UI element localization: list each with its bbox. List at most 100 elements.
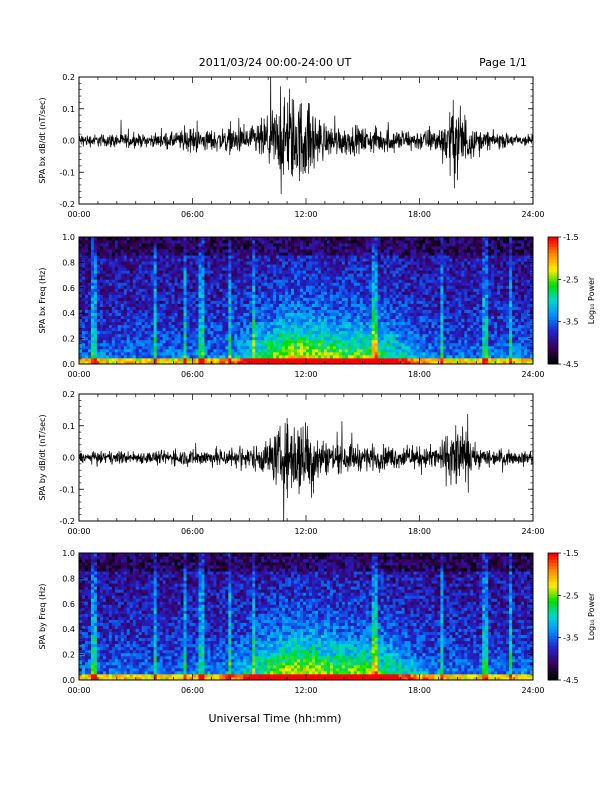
spectrogram-cell [326, 351, 331, 356]
spectrogram-cell [135, 258, 140, 262]
spectrogram-cell [123, 324, 128, 329]
spectrogram-cell [90, 315, 95, 320]
spectrogram-cell [159, 267, 164, 271]
spectrogram-cell [329, 309, 334, 313]
spectrogram-cell [132, 291, 137, 295]
spectrogram-cell [410, 339, 414, 344]
spectrogram-cell [416, 345, 420, 350]
spectrogram-cell [261, 288, 265, 292]
spectrogram-cell [401, 276, 405, 280]
spectrogram-cell [401, 333, 405, 338]
spectrogram-cell [225, 333, 229, 338]
spectrogram-cell [177, 333, 181, 338]
spectrogram-cell [267, 282, 271, 286]
spectrogram-cell [201, 327, 205, 332]
spectrogram-cell [276, 342, 280, 347]
spectrogram-cell [168, 339, 172, 344]
spectrogram-cell [168, 345, 172, 350]
spectrogram-cell [317, 279, 322, 283]
spectrogram-cell [317, 300, 322, 304]
spectrogram-cell [228, 294, 232, 298]
spectrogram-cell [165, 288, 170, 292]
spectrogram-cell [216, 318, 220, 323]
spectrogram-cell [147, 360, 152, 365]
spectrogram-cell [207, 348, 211, 353]
spectrogram-cell [111, 330, 116, 335]
spectrogram-cell [171, 324, 175, 329]
spectrogram-cell [183, 339, 187, 344]
spectrogram-cell [407, 240, 411, 244]
spectrogram-cell [120, 342, 125, 347]
spectrogram-cell [99, 300, 104, 304]
spectrogram-cell [204, 255, 208, 259]
spectrogram-cell [123, 288, 128, 292]
spectrogram-cell [261, 258, 265, 262]
spectrogram-cell [90, 270, 95, 274]
spectrogram-cell [356, 354, 361, 359]
spectrogram-cell [386, 327, 391, 332]
spectrogram-cell [87, 360, 92, 365]
spectrogram-cell [225, 237, 229, 241]
spectrogram-cell [177, 249, 181, 253]
spectrogram-cell [150, 348, 155, 353]
spectrogram-cell [303, 282, 307, 286]
spectrogram-cell [228, 255, 232, 259]
spectrogram-cell [398, 330, 402, 335]
spectrogram-cell [401, 249, 405, 253]
spectrogram-cell [383, 306, 388, 310]
spectrogram-cell [150, 237, 155, 241]
spectrogram-cell [162, 240, 167, 244]
spectrogram-cell [237, 354, 241, 359]
spectrogram-cell [410, 354, 414, 359]
spectrogram-cell [168, 282, 172, 286]
spectrogram-cell [168, 267, 172, 271]
spectrogram-cell [147, 243, 152, 247]
spectrogram-cell [201, 276, 205, 280]
spectrogram-cell [162, 270, 167, 274]
spectrogram-cell [261, 357, 265, 362]
spectrogram-cell [222, 279, 226, 283]
spectrogram-cell [362, 324, 367, 329]
spectrogram-cell [395, 255, 399, 259]
spectrogram-cell [306, 264, 310, 268]
spectrogram-cell [395, 309, 399, 313]
spectrogram-cell [371, 330, 376, 335]
spectrogram-cell [320, 240, 325, 244]
spectrogram-cell [386, 255, 391, 259]
spectrogram-cell [126, 342, 131, 347]
spectrogram-cell [216, 315, 220, 320]
spectrogram-cell [156, 243, 161, 247]
spectrogram-cell [285, 330, 289, 335]
spectrogram-cell [314, 294, 319, 298]
spectrogram-cell [144, 324, 149, 329]
spectrogram-cell [371, 333, 376, 338]
spectrogram-cell [279, 297, 283, 301]
spectrogram-cell [264, 342, 268, 347]
spectrogram-cell [413, 327, 417, 332]
spectrogram-cell [344, 315, 349, 320]
spectrogram-cell [359, 273, 364, 277]
spectrogram-cell [273, 327, 277, 332]
spectrogram-cell [252, 315, 256, 320]
spectrogram-cell [383, 246, 388, 250]
spectrogram-cell [398, 246, 402, 250]
spectrogram-cell [362, 249, 367, 253]
spectrogram-cell [147, 240, 152, 244]
spectrogram-cell [87, 351, 92, 356]
spectrogram-cell [84, 327, 89, 332]
spectrogram-cell [398, 309, 402, 313]
spectrogram-cell [87, 354, 92, 359]
spectrogram-cell [153, 309, 158, 313]
spectrogram-cell [162, 357, 167, 362]
spectrogram-cell [90, 246, 95, 250]
spectrogram-cell [111, 270, 116, 274]
spectrogram-cell [404, 297, 408, 301]
spectrogram-cell [249, 261, 253, 265]
spectrogram-cell [81, 264, 86, 268]
spectrogram-cell [368, 291, 373, 295]
spectrogram-cell [144, 303, 149, 307]
spectrogram-cell [297, 339, 301, 344]
spectrogram-cell [210, 291, 214, 295]
spectrogram-cell [392, 246, 397, 250]
spectrogram-cell [303, 360, 307, 365]
